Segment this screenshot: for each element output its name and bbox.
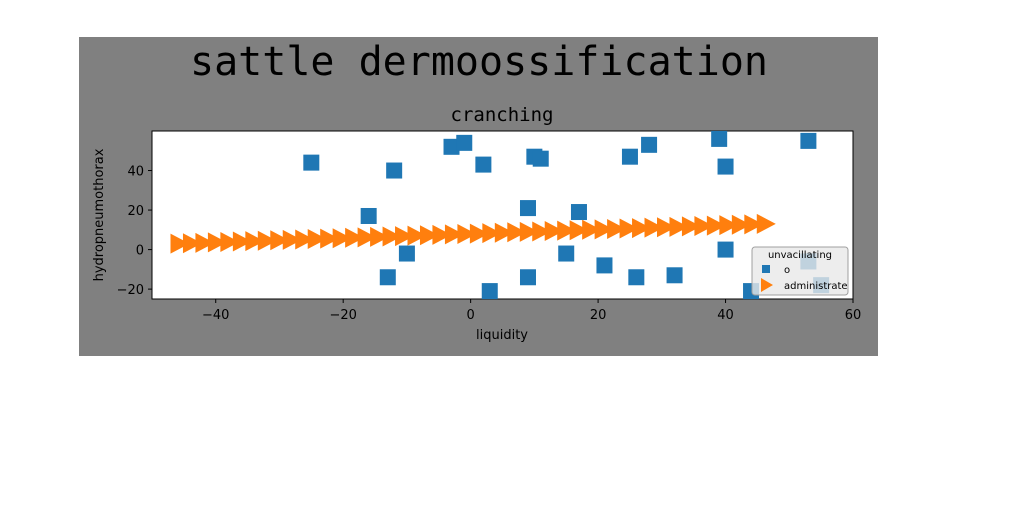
point-administrate: [245, 231, 265, 252]
point-administrate: [731, 214, 751, 235]
point-o: [519, 200, 536, 217]
point-o: [481, 283, 498, 300]
point-o: [621, 148, 638, 165]
point-administrate: [370, 226, 390, 247]
legend-marker-administrate: [761, 278, 773, 292]
chart-suptitle: sattle dermoossification: [190, 39, 768, 85]
y-axis-label: hydropneumothorax: [92, 148, 107, 281]
point-o: [570, 204, 587, 221]
x-tick-label: −20: [329, 308, 356, 323]
point-o: [711, 130, 728, 147]
chart-title: cranching: [451, 104, 554, 126]
point-administrate: [407, 225, 427, 246]
point-administrate: [619, 218, 639, 239]
point-administrate: [469, 223, 489, 244]
x-axis-label: liquidity: [476, 328, 528, 343]
point-o: [666, 267, 683, 284]
legend-box: [751, 246, 849, 296]
point-o: [386, 162, 403, 179]
point-administrate: [457, 223, 477, 244]
point-administrate: [232, 231, 252, 252]
point-administrate: [395, 226, 415, 247]
point-administrate: [669, 216, 689, 237]
point-administrate: [170, 233, 190, 254]
point-o: [379, 269, 396, 286]
plot-area: [151, 130, 854, 300]
point-administrate: [182, 233, 202, 254]
point-o: [398, 245, 415, 262]
legend-marker-o: [762, 265, 770, 273]
point-administrate: [382, 226, 402, 247]
point-administrate: [507, 222, 527, 243]
point-administrate: [444, 224, 464, 245]
point-administrate: [706, 215, 726, 236]
point-administrate: [494, 222, 514, 243]
point-o: [519, 269, 536, 286]
point-administrate: [756, 213, 776, 234]
point-administrate: [220, 231, 240, 252]
point-o: [532, 150, 549, 167]
point-administrate: [419, 225, 439, 246]
point-o: [456, 134, 473, 151]
point-o: [641, 136, 658, 153]
point-administrate: [345, 227, 365, 248]
point-o: [558, 245, 575, 262]
point-o: [717, 241, 734, 258]
point-o: [800, 132, 817, 149]
point-administrate: [195, 232, 215, 253]
x-tick-label: 40: [717, 308, 734, 323]
point-administrate: [644, 217, 664, 238]
legend: unvacillating o administrate: [751, 246, 849, 296]
point-administrate: [694, 215, 714, 236]
legend-label-o: o: [784, 265, 790, 276]
point-administrate: [532, 221, 552, 242]
x-tick-label: 0: [466, 308, 474, 323]
point-administrate: [207, 232, 227, 253]
point-administrate: [656, 217, 676, 238]
point-o: [628, 269, 645, 286]
point-administrate: [307, 229, 327, 250]
y-tick-label: −20: [117, 283, 144, 298]
x-tick-label: 60: [845, 308, 862, 323]
point-administrate: [432, 224, 452, 245]
point-administrate: [295, 229, 315, 250]
y-axis: −20 0 20 40: [117, 165, 152, 298]
point-administrate: [569, 220, 589, 241]
point-o: [303, 154, 320, 171]
point-o: [717, 158, 734, 175]
point-o: [443, 138, 460, 155]
y-tick-label: 0: [136, 244, 144, 259]
point-administrate: [482, 223, 502, 244]
point-administrate: [607, 218, 627, 239]
point-administrate: [519, 221, 539, 242]
point-administrate: [557, 220, 577, 241]
point-administrate: [320, 228, 340, 249]
point-administrate: [744, 214, 764, 235]
point-administrate: [681, 216, 701, 237]
x-tick-label: 20: [590, 308, 607, 323]
y-tick-label: 20: [127, 204, 144, 219]
point-administrate: [257, 230, 277, 251]
point-administrate: [270, 230, 290, 251]
legend-title: unvacillating: [768, 250, 832, 261]
point-o: [596, 257, 613, 274]
legend-label-administrate: administrate: [784, 281, 848, 292]
point-administrate: [632, 218, 652, 239]
point-administrate: [594, 219, 614, 240]
point-administrate: [332, 228, 352, 249]
point-administrate: [282, 229, 302, 250]
point-administrate: [719, 215, 739, 236]
y-tick-label: 40: [127, 165, 144, 180]
x-tick-label: −40: [202, 308, 229, 323]
point-administrate: [357, 227, 377, 248]
point-o: [475, 156, 492, 173]
point-administrate: [582, 219, 602, 240]
point-o: [360, 207, 377, 224]
point-administrate: [544, 221, 564, 242]
x-axis: −40 −20 0 20 40 60: [202, 299, 861, 323]
